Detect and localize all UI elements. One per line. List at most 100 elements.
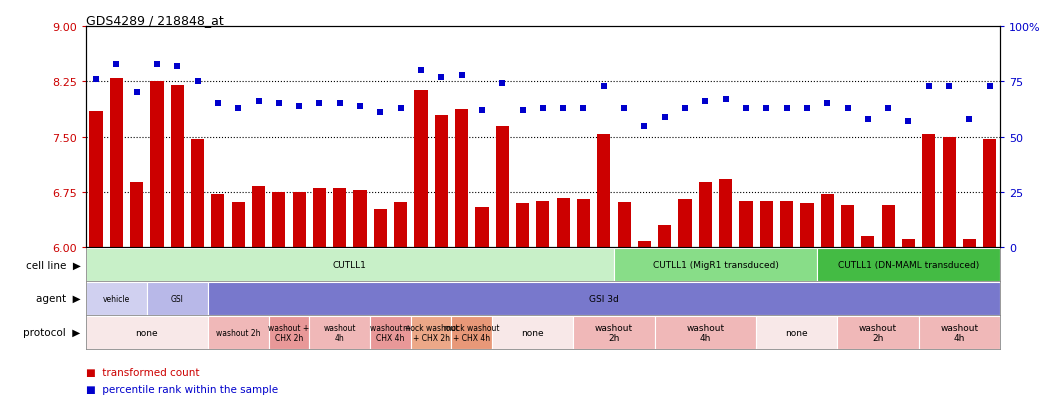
Bar xyxy=(495,126,509,248)
Bar xyxy=(151,82,163,248)
Bar xyxy=(963,239,976,248)
Bar xyxy=(451,316,492,349)
Bar xyxy=(86,282,147,315)
Point xyxy=(270,101,287,107)
Point xyxy=(393,105,409,112)
Bar xyxy=(374,209,387,248)
Text: protocol  ▶: protocol ▶ xyxy=(23,328,81,337)
Text: mock washout
+ CHX 2h: mock washout + CHX 2h xyxy=(403,323,459,342)
Point xyxy=(149,61,165,68)
Text: GSI 3d: GSI 3d xyxy=(588,294,619,303)
Point xyxy=(636,123,652,130)
Bar xyxy=(130,183,143,248)
Point xyxy=(575,105,592,112)
Point xyxy=(128,90,144,96)
Point xyxy=(819,101,836,107)
Point xyxy=(352,103,369,110)
Text: CUTLL1: CUTLL1 xyxy=(333,260,366,269)
Bar xyxy=(760,202,773,248)
Bar xyxy=(574,316,654,349)
Bar xyxy=(435,115,448,248)
Text: vehicle: vehicle xyxy=(103,294,130,303)
Bar xyxy=(309,316,371,349)
Bar xyxy=(455,110,468,248)
Bar xyxy=(638,242,651,248)
Bar xyxy=(901,239,915,248)
Bar xyxy=(618,202,630,248)
Bar xyxy=(89,112,103,248)
Bar xyxy=(862,237,874,248)
Bar xyxy=(536,202,550,248)
Text: washout
2h: washout 2h xyxy=(595,323,633,342)
Text: washout
4h: washout 4h xyxy=(686,323,725,342)
Bar xyxy=(410,316,451,349)
Point xyxy=(413,68,429,74)
Bar xyxy=(739,202,753,248)
Point xyxy=(900,119,917,125)
Bar xyxy=(983,140,997,248)
Point xyxy=(473,107,490,114)
Point xyxy=(839,105,855,112)
Point xyxy=(291,103,308,110)
Bar xyxy=(821,194,833,248)
Bar xyxy=(817,249,1000,281)
Bar xyxy=(922,135,935,248)
Point xyxy=(169,63,185,70)
Bar xyxy=(252,187,265,248)
Bar xyxy=(780,202,794,248)
Point xyxy=(981,83,998,90)
Point xyxy=(190,79,206,85)
Point xyxy=(108,61,125,68)
Bar xyxy=(231,202,245,248)
Bar xyxy=(207,282,1000,315)
Bar xyxy=(678,200,692,248)
Bar xyxy=(269,316,309,349)
Bar xyxy=(313,189,326,248)
Point xyxy=(717,97,734,103)
Text: ■  transformed count: ■ transformed count xyxy=(86,367,199,377)
Point xyxy=(555,105,572,112)
Bar xyxy=(614,249,817,281)
Point xyxy=(331,101,348,107)
Bar xyxy=(333,189,347,248)
Point xyxy=(514,107,531,114)
Text: washout +
CHX 2h: washout + CHX 2h xyxy=(268,323,310,342)
Bar xyxy=(272,192,286,248)
Bar xyxy=(756,316,838,349)
Bar xyxy=(110,78,122,248)
Bar xyxy=(719,180,732,248)
Bar xyxy=(557,199,570,248)
Bar xyxy=(147,282,207,315)
Text: cell line  ▶: cell line ▶ xyxy=(26,260,81,270)
Text: washout 2h: washout 2h xyxy=(216,328,261,337)
Bar xyxy=(86,316,207,349)
Point xyxy=(860,116,876,123)
Point xyxy=(596,83,612,90)
Point xyxy=(778,105,795,112)
Bar xyxy=(191,140,204,248)
Bar xyxy=(171,86,184,248)
Text: CUTLL1 (MigR1 transduced): CUTLL1 (MigR1 transduced) xyxy=(652,260,779,269)
Bar xyxy=(492,316,574,349)
Point xyxy=(697,99,714,105)
Bar xyxy=(516,204,529,248)
Point xyxy=(920,83,937,90)
Bar xyxy=(415,91,427,248)
Text: mock washout
+ CHX 4h: mock washout + CHX 4h xyxy=(444,323,499,342)
Point xyxy=(940,83,957,90)
Text: none: none xyxy=(135,328,158,337)
Point xyxy=(88,76,105,83)
Text: washout
2h: washout 2h xyxy=(859,323,897,342)
Point xyxy=(799,105,816,112)
Point xyxy=(494,81,511,88)
Point xyxy=(616,105,632,112)
Text: GSI: GSI xyxy=(171,294,183,303)
Point xyxy=(229,105,246,112)
Text: agent  ▶: agent ▶ xyxy=(36,294,81,304)
Bar xyxy=(211,194,224,248)
Point xyxy=(250,99,267,105)
Bar xyxy=(654,316,756,349)
Point xyxy=(879,105,896,112)
Bar xyxy=(354,190,366,248)
Point xyxy=(432,74,449,81)
